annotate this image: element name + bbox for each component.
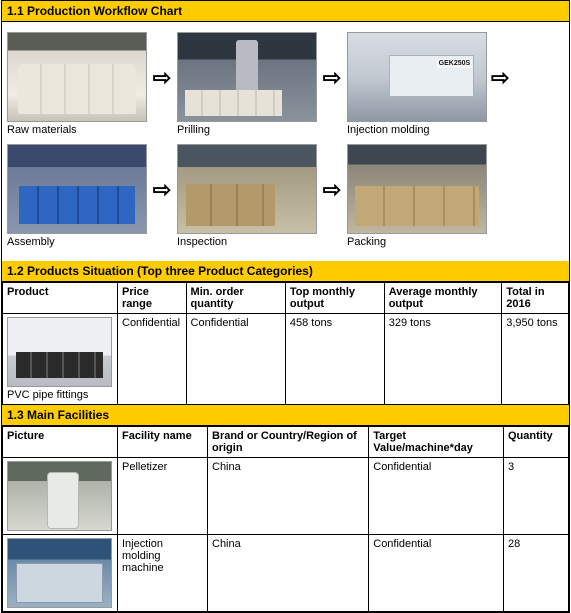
table-header-row: Product Price range Min. order quantity … (3, 283, 569, 314)
workflow-label: Packing (347, 234, 487, 254)
col-quantity: Quantity (504, 427, 569, 458)
cell-facility-name: Pelletizer (118, 458, 208, 535)
document-container: 1.1 Production Workflow Chart Raw materi… (1, 0, 570, 613)
workflow-step-prilling: Prilling (177, 32, 317, 142)
arrow-icon: ⇨ (147, 67, 177, 107)
workflow-image-packing (347, 144, 487, 234)
workflow-image-inspection (177, 144, 317, 234)
cell-target: Confidential (369, 535, 504, 612)
workflow-label: Assembly (7, 234, 147, 254)
workflow-image-assembly (7, 144, 147, 234)
col-top-output: Top monthly output (285, 283, 384, 314)
cell-product: PVC pipe fittings (3, 314, 118, 405)
arrow-icon: ⇨ (491, 67, 511, 107)
workflow-step-assembly: Assembly (7, 144, 147, 254)
table-row: PVC pipe fittings Confidential Confident… (3, 314, 569, 405)
arrow-icon: ⇨ (317, 179, 347, 219)
table-row: Injection molding machine China Confiden… (3, 535, 569, 612)
facility-image-injection-machine (7, 538, 112, 608)
section-header-workflow: 1.1 Production Workflow Chart (2, 1, 569, 22)
arrow-icon: ⇨ (147, 179, 177, 219)
facility-image-pelletizer (7, 461, 112, 531)
col-facility-name: Facility name (118, 427, 208, 458)
col-avg-output: Average monthly output (384, 283, 502, 314)
cell-brand: China (208, 458, 369, 535)
cell-total: 3,950 tons (502, 314, 569, 405)
facilities-table: Picture Facility name Brand or Country/R… (2, 426, 569, 612)
workflow-label: Injection molding (347, 122, 487, 142)
workflow-label: Prilling (177, 122, 317, 142)
product-image (7, 317, 112, 387)
cell-picture (3, 458, 118, 535)
workflow-chart: Raw materials ⇨ Prilling ⇨ Injection mol… (2, 22, 569, 261)
col-total: Total in 2016 (502, 283, 569, 314)
workflow-image-injection-molding (347, 32, 487, 122)
arrow-icon: ⇨ (317, 67, 347, 107)
cell-target: Confidential (369, 458, 504, 535)
section-header-products: 1.2 Products Situation (Top three Produc… (2, 261, 569, 282)
cell-quantity: 3 (504, 458, 569, 535)
col-picture: Picture (3, 427, 118, 458)
col-brand: Brand or Country/Region of origin (208, 427, 369, 458)
cell-brand: China (208, 535, 369, 612)
cell-facility-name: Injection molding machine (118, 535, 208, 612)
product-name-label: PVC pipe fittings (7, 389, 113, 401)
workflow-step-raw-materials: Raw materials (7, 32, 147, 142)
cell-quantity: 28 (504, 535, 569, 612)
cell-picture (3, 535, 118, 612)
workflow-label: Inspection (177, 234, 317, 254)
table-row: Pelletizer China Confidential 3 (3, 458, 569, 535)
workflow-step-inspection: Inspection (177, 144, 317, 254)
workflow-row-1: Raw materials ⇨ Prilling ⇨ Injection mol… (7, 32, 564, 142)
workflow-step-injection-molding: Injection molding (347, 32, 487, 142)
workflow-label: Raw materials (7, 122, 147, 142)
workflow-row-2: Assembly ⇨ Inspection ⇨ Packing (7, 144, 564, 254)
cell-price-range: Confidential (118, 314, 187, 405)
col-target: Target Value/machine*day (369, 427, 504, 458)
col-min-order: Min. order quantity (186, 283, 285, 314)
col-product: Product (3, 283, 118, 314)
workflow-image-raw-materials (7, 32, 147, 122)
workflow-image-prilling (177, 32, 317, 122)
table-header-row: Picture Facility name Brand or Country/R… (3, 427, 569, 458)
cell-top-output: 458 tons (285, 314, 384, 405)
cell-min-order: Confidential (186, 314, 285, 405)
workflow-step-packing: Packing (347, 144, 487, 254)
cell-avg-output: 329 tons (384, 314, 502, 405)
col-price-range: Price range (118, 283, 187, 314)
products-table: Product Price range Min. order quantity … (2, 282, 569, 405)
section-header-facilities: 1.3 Main Facilities (2, 405, 569, 426)
